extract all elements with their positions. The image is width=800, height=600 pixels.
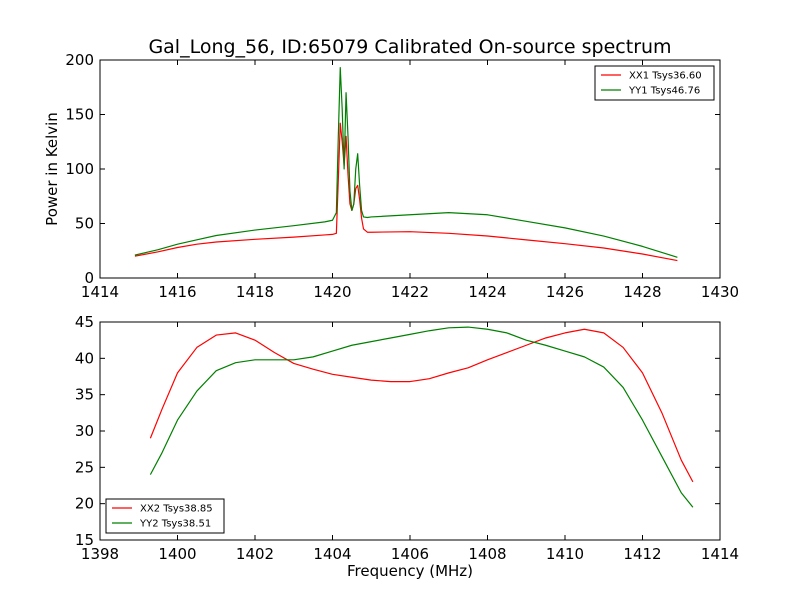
x-tick-label: 1400 <box>158 545 196 563</box>
y-tick-label: 25 <box>75 458 94 476</box>
x-tick-label: 1406 <box>391 545 429 563</box>
y-tick-label: 35 <box>75 386 94 404</box>
x-tick-label: 1398 <box>81 545 119 563</box>
y-tick-label: 40 <box>75 349 94 367</box>
x-tick-label: 1426 <box>546 283 584 301</box>
y-tick-label: 45 <box>75 313 94 331</box>
series-line-1 <box>149 328 694 483</box>
x-tick-label: 1422 <box>391 283 429 301</box>
x-axis-label: Frequency (MHz) <box>347 562 473 580</box>
y-tick-label: 30 <box>75 422 94 440</box>
x-tick-label: 1414 <box>81 283 119 301</box>
x-tick-label: 1424 <box>468 283 506 301</box>
x-tick-label: 1418 <box>236 283 274 301</box>
x-tick-label: 1412 <box>623 545 661 563</box>
chart-title: Gal_Long_56, ID:65079 Calibrated On-sour… <box>148 36 671 58</box>
subplot-2: 1398 1400 1402 1404 1406 1408 1410 1412 1414 15 20… <box>75 313 739 580</box>
x-tick-label: 1428 <box>623 283 661 301</box>
y-tick-label: 20 <box>75 495 94 513</box>
y-axis-label: Power in Kelvin <box>43 112 61 226</box>
series-line-2 <box>149 326 694 508</box>
y-tick-label: 50 <box>75 215 94 233</box>
legend-label: YY2 Tsys38.51 <box>139 519 211 530</box>
x-tick-label: 1404 <box>313 545 351 563</box>
subplot-1: Gal_Long_56, ID:65079 Calibrated On-sour… <box>43 36 739 301</box>
x-tick-label: 1420 <box>313 283 351 301</box>
x-tick-label: 1430 <box>701 283 739 301</box>
legend: XX2 Tsys38.85 YY2 Tsys38.51 <box>105 498 225 534</box>
x-tick-label: 1410 <box>546 545 584 563</box>
legend-label: XX2 Tsys38.85 <box>140 504 213 515</box>
y-tick-label: 0 <box>84 269 94 287</box>
legend-box <box>594 65 715 101</box>
y-tick-label: 150 <box>65 106 94 124</box>
series-line-2 <box>134 67 678 258</box>
x-tick-label: 1408 <box>468 545 506 563</box>
legend-box <box>105 498 225 534</box>
x-tick-label: 1402 <box>236 545 274 563</box>
y-tick-label: 200 <box>65 51 94 69</box>
x-tick-label: 1414 <box>701 545 739 563</box>
legend: XX1 Tsys36.60 YY1 Tsys46.76 <box>594 65 715 101</box>
series-line-1 <box>134 122 678 262</box>
y-tick-label: 100 <box>65 160 94 178</box>
y-tick-label: 15 <box>75 531 94 549</box>
legend-label: YY1 Tsys46.76 <box>628 86 700 97</box>
x-tick-label: 1416 <box>158 283 196 301</box>
legend-label: XX1 Tsys36.60 <box>629 71 702 82</box>
